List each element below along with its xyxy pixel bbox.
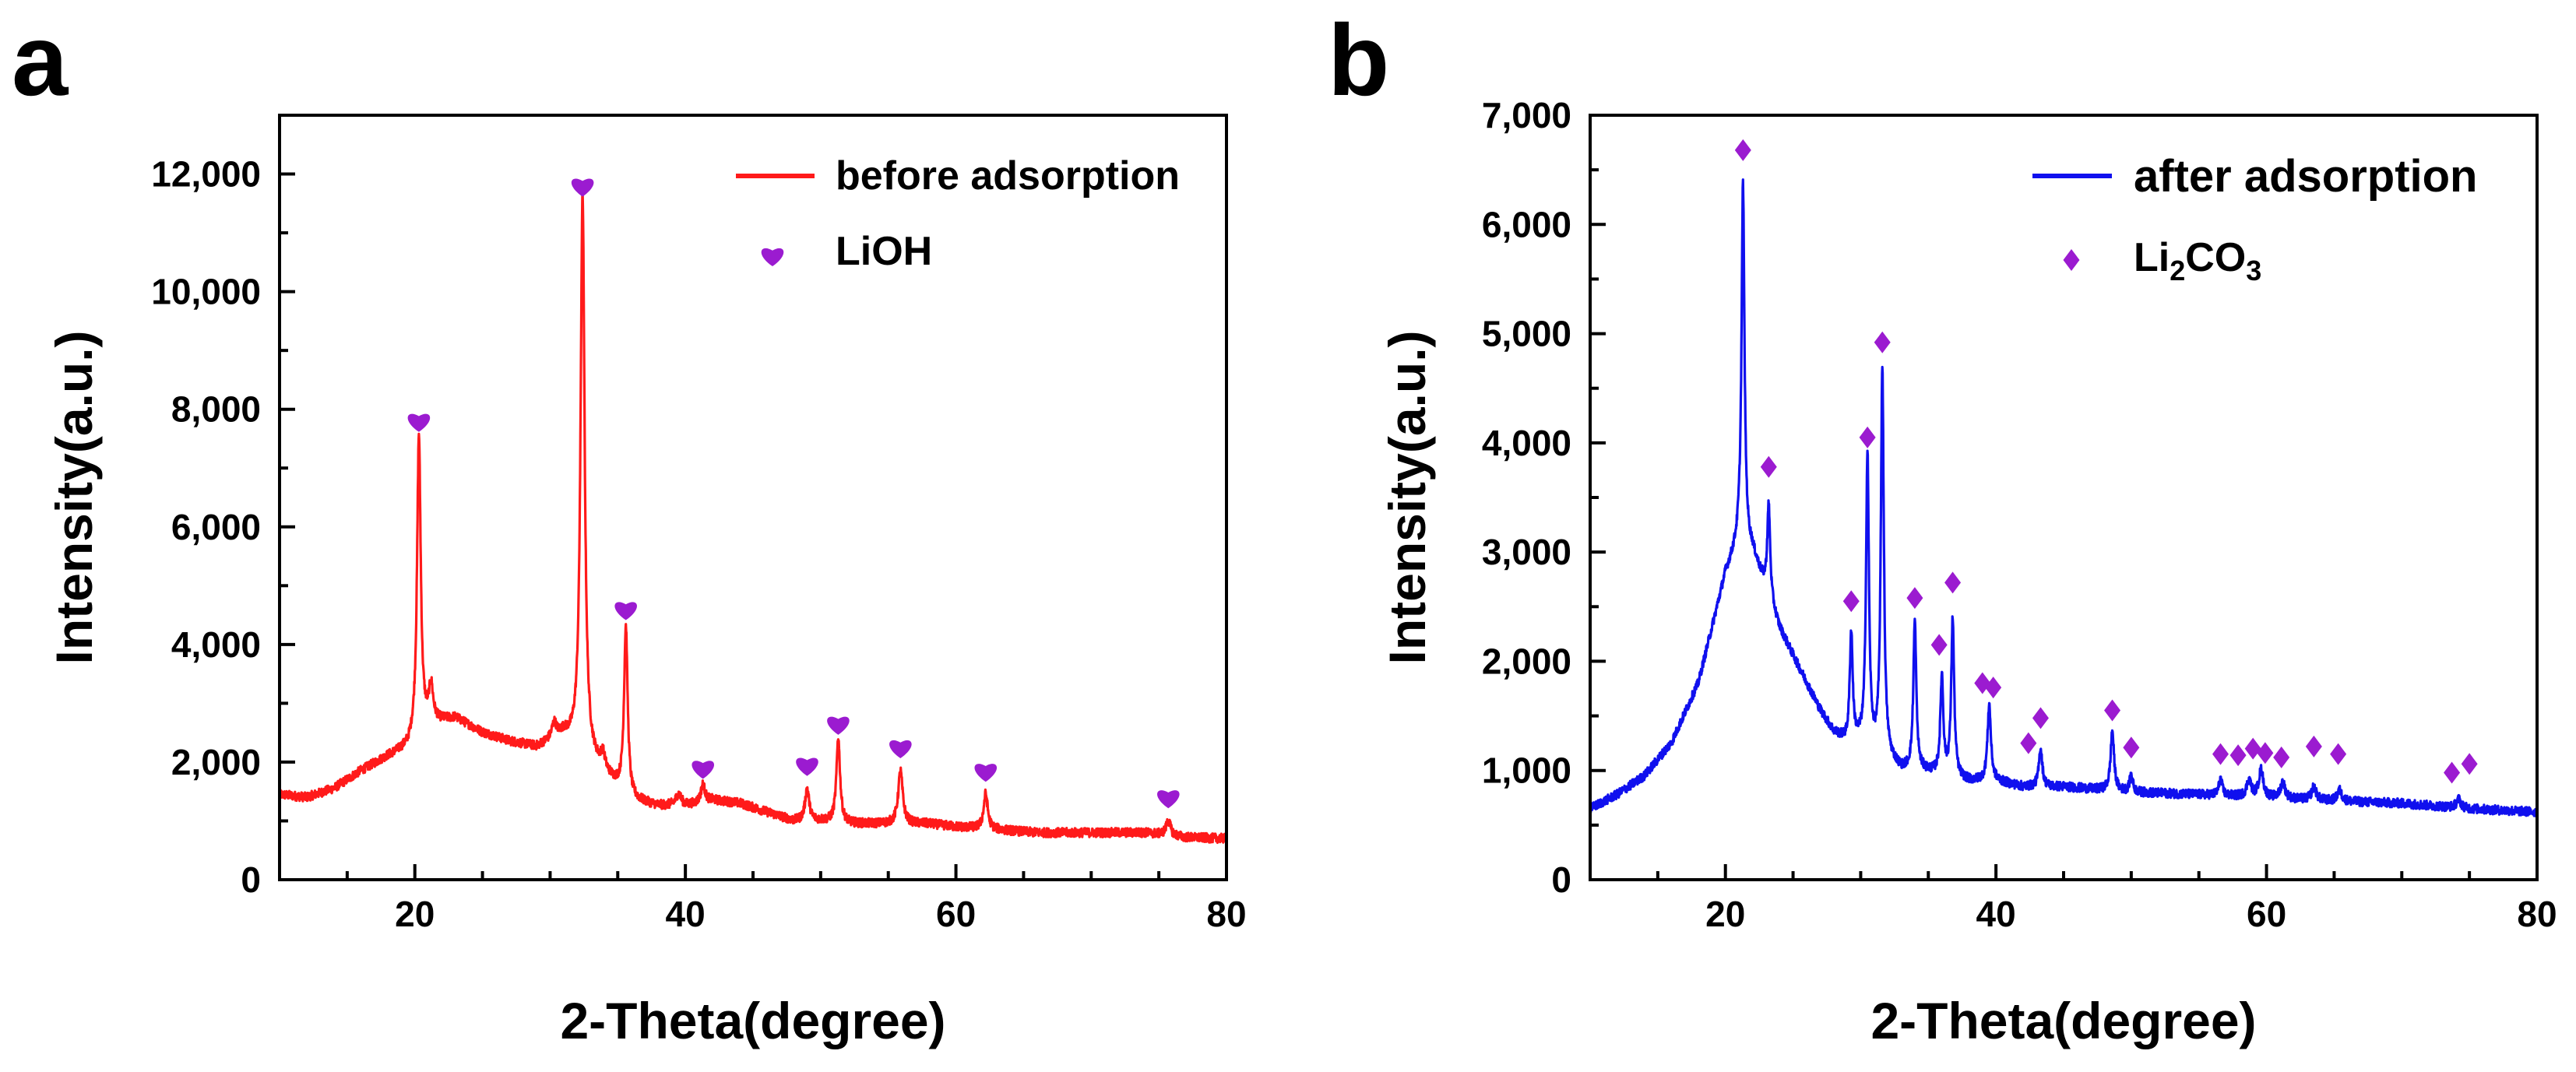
legend-sub-3: 3 (2246, 255, 2261, 286)
y-tick-label-7000: 7,000 (1482, 95, 1571, 135)
panel-a-label: a (12, 3, 69, 117)
lioh-heart-marker-5 (827, 716, 850, 735)
y-tick-label-6000: 6,000 (171, 507, 261, 547)
li2co3-diamond-marker-17 (2257, 742, 2274, 764)
panel-b-legend-label-after-adsorption: after adsorption (2134, 151, 2478, 202)
legend-sub-2: 2 (2170, 255, 2185, 286)
panel-b-after-adsorption: b 20 40 60 80 0 1,000 2,000 3,000 4,000 5,000 6,0… (1328, 3, 2557, 1049)
li2co3-diamond-marker-20 (2330, 743, 2347, 765)
li2co3-diamond-marker-0 (1734, 139, 1751, 161)
y-tick-label-4000: 4,000 (171, 624, 261, 665)
li2co3-diamond-marker-21 (2444, 761, 2461, 784)
li2co3-diamond-marker-7 (1944, 571, 1962, 594)
y-tick-label-1000: 1,000 (1482, 750, 1571, 791)
li2co3-diamond-marker-22 (2461, 753, 2478, 775)
panel-b-x-ticks: 20 40 60 80 (1656, 864, 2557, 934)
lioh-heart-marker-3 (692, 761, 715, 779)
panel-b-y-axis-title: Intensity(a.u.) (1378, 330, 1436, 664)
li2co3-diamond-marker-6 (1930, 634, 1948, 656)
panel-a-series-layer (278, 189, 1228, 845)
li2co3-diamond-marker-3 (1859, 426, 1876, 448)
y-tick-label-0: 0 (1551, 859, 1571, 900)
x-tick-label-80: 80 (2517, 894, 2557, 934)
li2co3-diamond-marker-4 (1874, 331, 1891, 353)
series-line-after-adsorption (1589, 178, 2539, 817)
panel-a-legend-label-lioh: LiOH (836, 229, 932, 274)
panel-a-y-axis-title: Intensity(a.u.) (45, 330, 103, 664)
y-tick-label-8000: 8,000 (171, 389, 261, 430)
y-tick-label-6000: 6,000 (1482, 204, 1571, 244)
panel-b-legend-label-li2co3: Li2CO3 (2134, 235, 2261, 286)
x-tick-label-40: 40 (1976, 894, 2016, 934)
panel-a-legend: before adsorption LiOH (736, 153, 1180, 274)
li2co3-diamond-marker-16 (2244, 737, 2261, 760)
li2co3-diamond-marker-14 (2212, 743, 2229, 765)
panel-a-legend-heart-icon (761, 248, 784, 266)
y-tick-label-4000: 4,000 (1482, 423, 1571, 463)
x-tick-label-40: 40 (666, 894, 706, 934)
panel-b-y-ticks: 0 1,000 2,000 3,000 4,000 5,000 6,000 7,000 (1482, 95, 1606, 900)
lioh-heart-marker-8 (1157, 790, 1180, 809)
panel-b-legend-diamond-icon (2063, 249, 2080, 271)
lioh-heart-marker-0 (407, 413, 431, 432)
y-tick-label-0: 0 (241, 859, 261, 900)
li2co3-diamond-marker-9 (1985, 677, 2002, 699)
y-tick-label-10000: 10,000 (151, 272, 261, 312)
li2co3-diamond-marker-13 (2123, 736, 2140, 759)
panel-a-y-ticks: 0 2,000 4,000 6,000 8,000 10,000 12,000 (151, 154, 295, 900)
panel-a-marker-layer (407, 178, 1180, 809)
panel-a-legend-label-before-adsorption: before adsorption (836, 153, 1180, 199)
li2co3-diamond-marker-12 (2104, 699, 2121, 722)
x-tick-label-60: 60 (2247, 894, 2286, 934)
li2co3-diamond-marker-5 (1906, 587, 1923, 610)
panel-b-label: b (1328, 3, 1389, 117)
x-tick-label-20: 20 (1705, 894, 1745, 934)
li2co3-diamond-marker-2 (1842, 590, 1860, 613)
y-tick-label-5000: 5,000 (1482, 314, 1571, 354)
x-tick-label-80: 80 (1206, 894, 1246, 934)
legend-li-text: Li (2134, 235, 2170, 280)
x-tick-label-60: 60 (936, 894, 976, 934)
lioh-heart-marker-4 (796, 757, 818, 776)
lioh-heart-marker-7 (974, 764, 998, 782)
panel-a-before-adsorption: a 20 40 60 80 0 2,000 4,000 6,000 8,000 10,000 12… (12, 3, 1247, 1049)
lioh-heart-marker-6 (889, 740, 912, 759)
legend-co-text: CO (2185, 235, 2246, 280)
panel-a-x-axis-title: 2-Theta(degree) (560, 992, 945, 1049)
li2co3-diamond-marker-15 (2229, 744, 2247, 767)
panel-b-series-layer (1589, 178, 2539, 817)
y-tick-label-2000: 2,000 (1482, 641, 1571, 681)
panel-b-legend: after adsorption Li2CO3 (2032, 151, 2478, 286)
x-tick-label-20: 20 (395, 894, 435, 934)
panel-a-plot-frame (278, 114, 1228, 881)
li2co3-diamond-marker-11 (2032, 707, 2049, 729)
panel-b-plot-frame (1589, 114, 2539, 881)
series-line-before-adsorption (278, 189, 1228, 845)
li2co3-diamond-marker-19 (2305, 735, 2322, 757)
panel-b-x-axis-title: 2-Theta(degree) (1870, 992, 2256, 1049)
y-tick-label-12000: 12,000 (151, 154, 261, 195)
lioh-heart-marker-2 (614, 602, 638, 620)
y-tick-label-3000: 3,000 (1482, 532, 1571, 572)
panel-a-x-ticks: 20 40 60 80 (345, 864, 1247, 934)
li2co3-diamond-marker-1 (1760, 455, 1777, 478)
li2co3-diamond-marker-10 (2020, 732, 2037, 754)
lioh-heart-marker-1 (571, 178, 594, 197)
y-tick-label-2000: 2,000 (171, 742, 261, 782)
panel-b-marker-layer (1734, 139, 2478, 784)
li2co3-diamond-marker-18 (2273, 746, 2290, 768)
